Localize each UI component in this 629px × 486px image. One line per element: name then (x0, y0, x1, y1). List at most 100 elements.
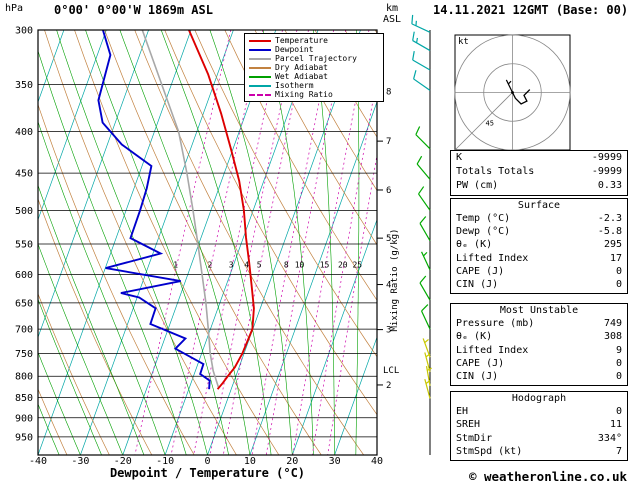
stat-row: CAPE (J) 0 (451, 265, 627, 278)
stat-label: Totals Totals (456, 166, 535, 177)
station-title: 0°00' 0°00'W 1869m ASL (54, 3, 213, 17)
date-title: 14.11.2021 12GMT (Base: 00) (433, 3, 629, 17)
legend: Temperature Dewpoint Parcel Trajectory Dry … (244, 33, 384, 102)
stat-value: 0 (615, 278, 622, 290)
stats-box-title: Surface (517, 200, 561, 211)
svg-text:-40: -40 (29, 456, 47, 467)
stat-label: Dewp (°C) (456, 226, 511, 238)
svg-text:550: 550 (15, 239, 33, 250)
stats-box-title: Hodograph (511, 393, 567, 404)
svg-text:300: 300 (15, 26, 33, 37)
legend-line-swatch (249, 48, 271, 51)
parcel-trajectory-curve (141, 30, 220, 389)
stat-row: θₑ (K) 295 (451, 238, 627, 251)
stats-box-title: Most Unstable (499, 305, 579, 316)
stats-box-surface: Surface Temp (°C) -2.3 Dewp (°C) -5.8 θₑ (K) 2… (450, 198, 628, 294)
stat-row: θₑ (K) 308 (451, 330, 627, 343)
svg-text:3: 3 (386, 326, 391, 336)
stat-label: Temp (°C) (456, 213, 511, 225)
copyright: © weatheronline.co.uk (468, 469, 627, 484)
svg-text:-30: -30 (71, 456, 89, 467)
stat-label: EH (456, 406, 469, 418)
legend-item: Wet Adiabat (249, 72, 380, 81)
hodograph: 45 (454, 34, 571, 151)
stat-label: θₑ (K) (456, 239, 493, 251)
svg-text:950: 950 (15, 432, 33, 443)
stat-row: StmSpd (kt) 7 (451, 445, 627, 458)
legend-line-swatch (249, 57, 271, 60)
svg-text:400: 400 (15, 127, 33, 138)
svg-text:20: 20 (286, 456, 298, 467)
legend-line-swatch (249, 93, 271, 96)
stat-label: Lifted Index (456, 252, 529, 264)
stat-label: StmSpd (kt) (456, 445, 523, 457)
stat-row: PW (cm) 0.33 (451, 179, 627, 193)
stat-value: 0.33 (597, 180, 622, 191)
stat-value: 11 (609, 419, 622, 431)
stat-row: CIN (J) 0 (451, 278, 627, 291)
x-axis-label: Dewpoint / Temperature (°C) (109, 466, 306, 480)
legend-item: Dewpoint (249, 45, 380, 54)
svg-text:45: 45 (486, 120, 494, 128)
svg-text:700: 700 (15, 325, 33, 336)
altitude-axis-unit-km: km (386, 3, 399, 14)
svg-text:600: 600 (15, 270, 33, 281)
legend-item-label: Isotherm (275, 81, 314, 90)
svg-text:3: 3 (229, 261, 234, 270)
stat-label: CAPE (J) (456, 265, 505, 277)
pressure-axis-unit: hPa (5, 3, 24, 14)
svg-text:Mixing Ratio (g/kg): Mixing Ratio (g/kg) (390, 229, 400, 332)
svg-text:7: 7 (386, 137, 391, 147)
legend-item-label: Dry Adiabat (275, 63, 328, 72)
stat-row: Lifted Index 9 (451, 344, 627, 357)
legend-line-swatch (249, 75, 271, 78)
stat-value: 749 (603, 318, 622, 330)
legend-line-swatch (249, 66, 271, 69)
stat-label: Lifted Index (456, 344, 529, 356)
stat-value: 0 (615, 265, 622, 277)
stat-value: -5.8 (597, 226, 622, 238)
svg-text:10: 10 (295, 261, 305, 270)
legend-item-label: Parcel Trajectory (275, 54, 357, 63)
stat-value: -9999 (591, 152, 622, 163)
stat-row: Temp (°C) -2.3 (451, 212, 627, 225)
svg-text:800: 800 (15, 372, 33, 383)
legend-item: Dry Adiabat (249, 63, 380, 72)
stat-value: 0 (615, 370, 622, 382)
stat-value: 9 (615, 344, 622, 356)
svg-text:750: 750 (15, 349, 33, 360)
legend-item: Isotherm (249, 81, 380, 90)
stat-label: θₑ (K) (456, 331, 493, 343)
stat-label: K (456, 152, 463, 163)
svg-text:4: 4 (244, 261, 249, 270)
stat-label: PW (cm) (456, 180, 499, 191)
stat-label: CIN (J) (456, 370, 499, 382)
stats-box-indices: K -9999 Totals Totals -9999 PW (cm) 0.33 (450, 150, 628, 196)
stat-value: 7 (615, 445, 622, 457)
svg-text:25: 25 (352, 261, 362, 270)
svg-text:15: 15 (320, 261, 330, 270)
hodograph-unit-label: kt (458, 37, 469, 47)
altitude-axis-unit-asl: ASL (383, 14, 402, 25)
stat-value: 0 (615, 406, 622, 418)
svg-text:-10: -10 (156, 456, 174, 467)
legend-item: Temperature (249, 36, 380, 45)
mixing-ratio-labels: 1 2 3 4 5 8 10 15 20 25 (173, 261, 362, 270)
stat-row: Pressure (mb) 749 (451, 317, 627, 330)
stat-row: K -9999 (451, 151, 627, 165)
stat-value: 295 (603, 239, 622, 251)
stat-row: CAPE (J) 0 (451, 357, 627, 370)
stats-box-hodograph: Hodograph EH 0 SREH 11 StmDir 334° StmSpd (kt) 7 (450, 391, 628, 461)
stat-row: StmDir 334° (451, 432, 627, 445)
pressure-tick-labels: 300 350 400 450 500 550 600 650 700 750 800 850 900 9… (15, 26, 33, 444)
svg-text:650: 650 (15, 298, 33, 309)
svg-text:10: 10 (244, 456, 256, 467)
stat-label: StmDir (456, 432, 493, 444)
svg-text:1: 1 (173, 261, 178, 270)
svg-text:500: 500 (15, 206, 33, 217)
legend-line-swatch (249, 39, 271, 42)
stat-label: CAPE (J) (456, 357, 505, 369)
svg-text:450: 450 (15, 169, 33, 180)
legend-item: Mixing Ratio (249, 90, 380, 99)
svg-text:-20: -20 (114, 456, 132, 467)
